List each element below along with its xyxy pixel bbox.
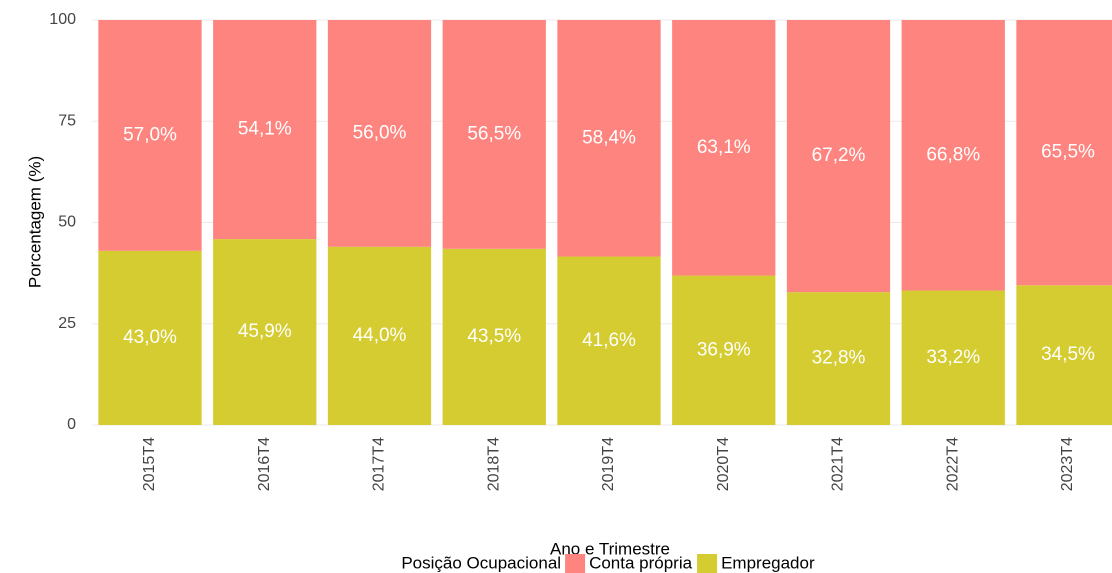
x-tick-label: 2016T4 [256, 437, 273, 491]
value-label: 44,0% [353, 325, 407, 346]
y-axis-title: Porcentagem (%) [25, 156, 44, 288]
y-tick-label: 0 [67, 416, 76, 433]
x-axis-title: Ano e Trimestre [550, 539, 670, 558]
x-tick-label: 2021T4 [830, 437, 847, 491]
bar-segment [213, 239, 317, 425]
value-label: 57,0% [123, 124, 177, 145]
value-label: 33,2% [926, 347, 980, 368]
x-tick-label: 2015T4 [141, 437, 158, 491]
value-label: 32,8% [812, 348, 866, 369]
bar-segment [672, 275, 776, 425]
legend-swatch [697, 554, 718, 573]
value-label: 63,1% [697, 137, 751, 158]
y-tick-label: 75 [58, 112, 76, 129]
value-label: 43,0% [123, 327, 177, 348]
x-tick-label: 2020T4 [715, 437, 732, 491]
value-label: 36,9% [697, 339, 751, 360]
value-label: 45,9% [238, 321, 292, 342]
bar-segment [786, 292, 891, 425]
value-label: 67,2% [812, 145, 866, 166]
bar-segment [98, 20, 202, 251]
bar-segment [442, 20, 546, 249]
bar-segment [1016, 285, 1112, 425]
value-label: 41,6% [582, 330, 636, 351]
legend-title: Posição Ocupacional [401, 553, 561, 572]
x-tick-label: 2018T4 [485, 437, 502, 491]
value-label: 66,8% [926, 144, 980, 165]
bar-segment [557, 20, 661, 257]
y-tick-label: 25 [58, 315, 76, 332]
y-tick-label: 100 [49, 11, 76, 28]
legend-label: Empregador [721, 553, 815, 572]
legend-swatch [565, 554, 586, 573]
x-tick-label: 2017T4 [371, 437, 388, 491]
bar-segment [213, 20, 317, 240]
bar-segment [98, 250, 202, 425]
value-label: 65,5% [1041, 142, 1095, 163]
bar-segment [901, 20, 1005, 291]
x-tick-label: 2023T4 [1059, 437, 1076, 491]
value-label: 54,1% [238, 119, 292, 140]
x-tick-label: 2022T4 [944, 437, 961, 491]
bar-segment [1016, 20, 1112, 286]
y-tick-label: 50 [58, 214, 76, 231]
bar-segment [672, 20, 776, 276]
bar-segment [901, 290, 1005, 425]
value-label: 56,5% [467, 123, 521, 144]
value-label: 56,0% [353, 122, 407, 143]
legend-label: Conta própria [589, 553, 693, 572]
x-tick-label: 2019T4 [600, 437, 617, 491]
value-label: 58,4% [582, 127, 636, 148]
bar-segment [327, 20, 432, 247]
value-label: 43,5% [467, 326, 521, 347]
bar-segment [442, 248, 546, 425]
bar-segment [557, 256, 661, 425]
bar-segment [786, 20, 891, 293]
bar-segment [327, 246, 432, 425]
value-label: 34,5% [1041, 344, 1095, 365]
